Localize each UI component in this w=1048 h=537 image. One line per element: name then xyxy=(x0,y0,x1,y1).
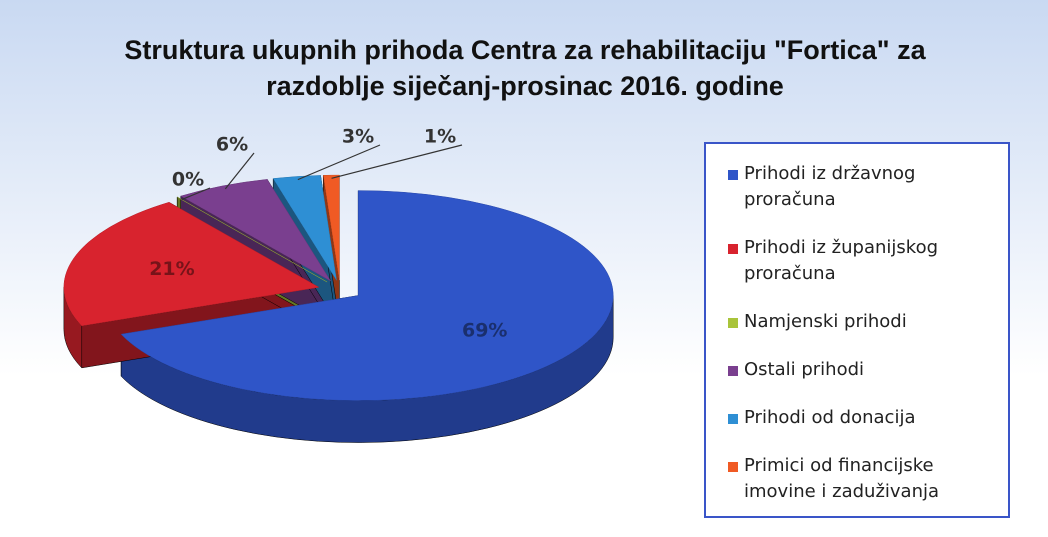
legend: Prihodi iz državnog proračuna Prihodi iz … xyxy=(704,142,1010,518)
legend-swatch xyxy=(728,462,738,472)
legend-swatch xyxy=(728,244,738,254)
slice xyxy=(120,190,614,401)
legend-label: Prihodi iz državnog proračuna xyxy=(744,163,916,210)
legend-label: Namjenski prihodi xyxy=(744,311,907,332)
chart-title: Struktura ukupnih prihoda Centra za reha… xyxy=(124,35,926,101)
legend-swatch xyxy=(728,366,738,376)
legend-swatch xyxy=(728,318,738,328)
legend-item: Ostali prihodi xyxy=(728,357,998,383)
slice xyxy=(180,179,331,282)
legend-label: Primici od financijske imovine i zaduživ… xyxy=(744,455,940,502)
data-label: 1% xyxy=(424,126,456,148)
leader-line xyxy=(297,144,381,181)
slice xyxy=(272,175,337,281)
leader-line xyxy=(181,187,211,201)
leader-line xyxy=(331,144,463,179)
data-label: 69% xyxy=(462,319,507,341)
pie-area: 69% 21% 0% 6% 3% 1% xyxy=(63,126,614,443)
legend-label: Ostali prihodi xyxy=(744,359,865,380)
slice xyxy=(323,174,340,281)
legend-swatch xyxy=(728,414,738,424)
legend-item: Prihodi iz županijskog proračuna xyxy=(728,235,998,287)
legend-item: Prihodi iz državnog proračuna xyxy=(728,161,998,213)
legend-swatch xyxy=(728,170,738,180)
slice xyxy=(63,202,320,327)
legend-item: Primici od financijske imovine i zaduživ… xyxy=(728,453,998,505)
data-label: 0% xyxy=(172,169,204,191)
data-label: 21% xyxy=(149,258,194,280)
legend-label: Prihodi iz županijskog proračuna xyxy=(744,237,939,284)
legend-label: Prihodi od donacija xyxy=(744,407,916,428)
leader-line xyxy=(224,152,255,190)
legend-item: Prihodi od donacija xyxy=(728,405,998,431)
legend-item: Namjenski prihodi xyxy=(728,309,998,335)
data-label: 3% xyxy=(342,126,374,148)
data-label: 6% xyxy=(216,134,248,156)
